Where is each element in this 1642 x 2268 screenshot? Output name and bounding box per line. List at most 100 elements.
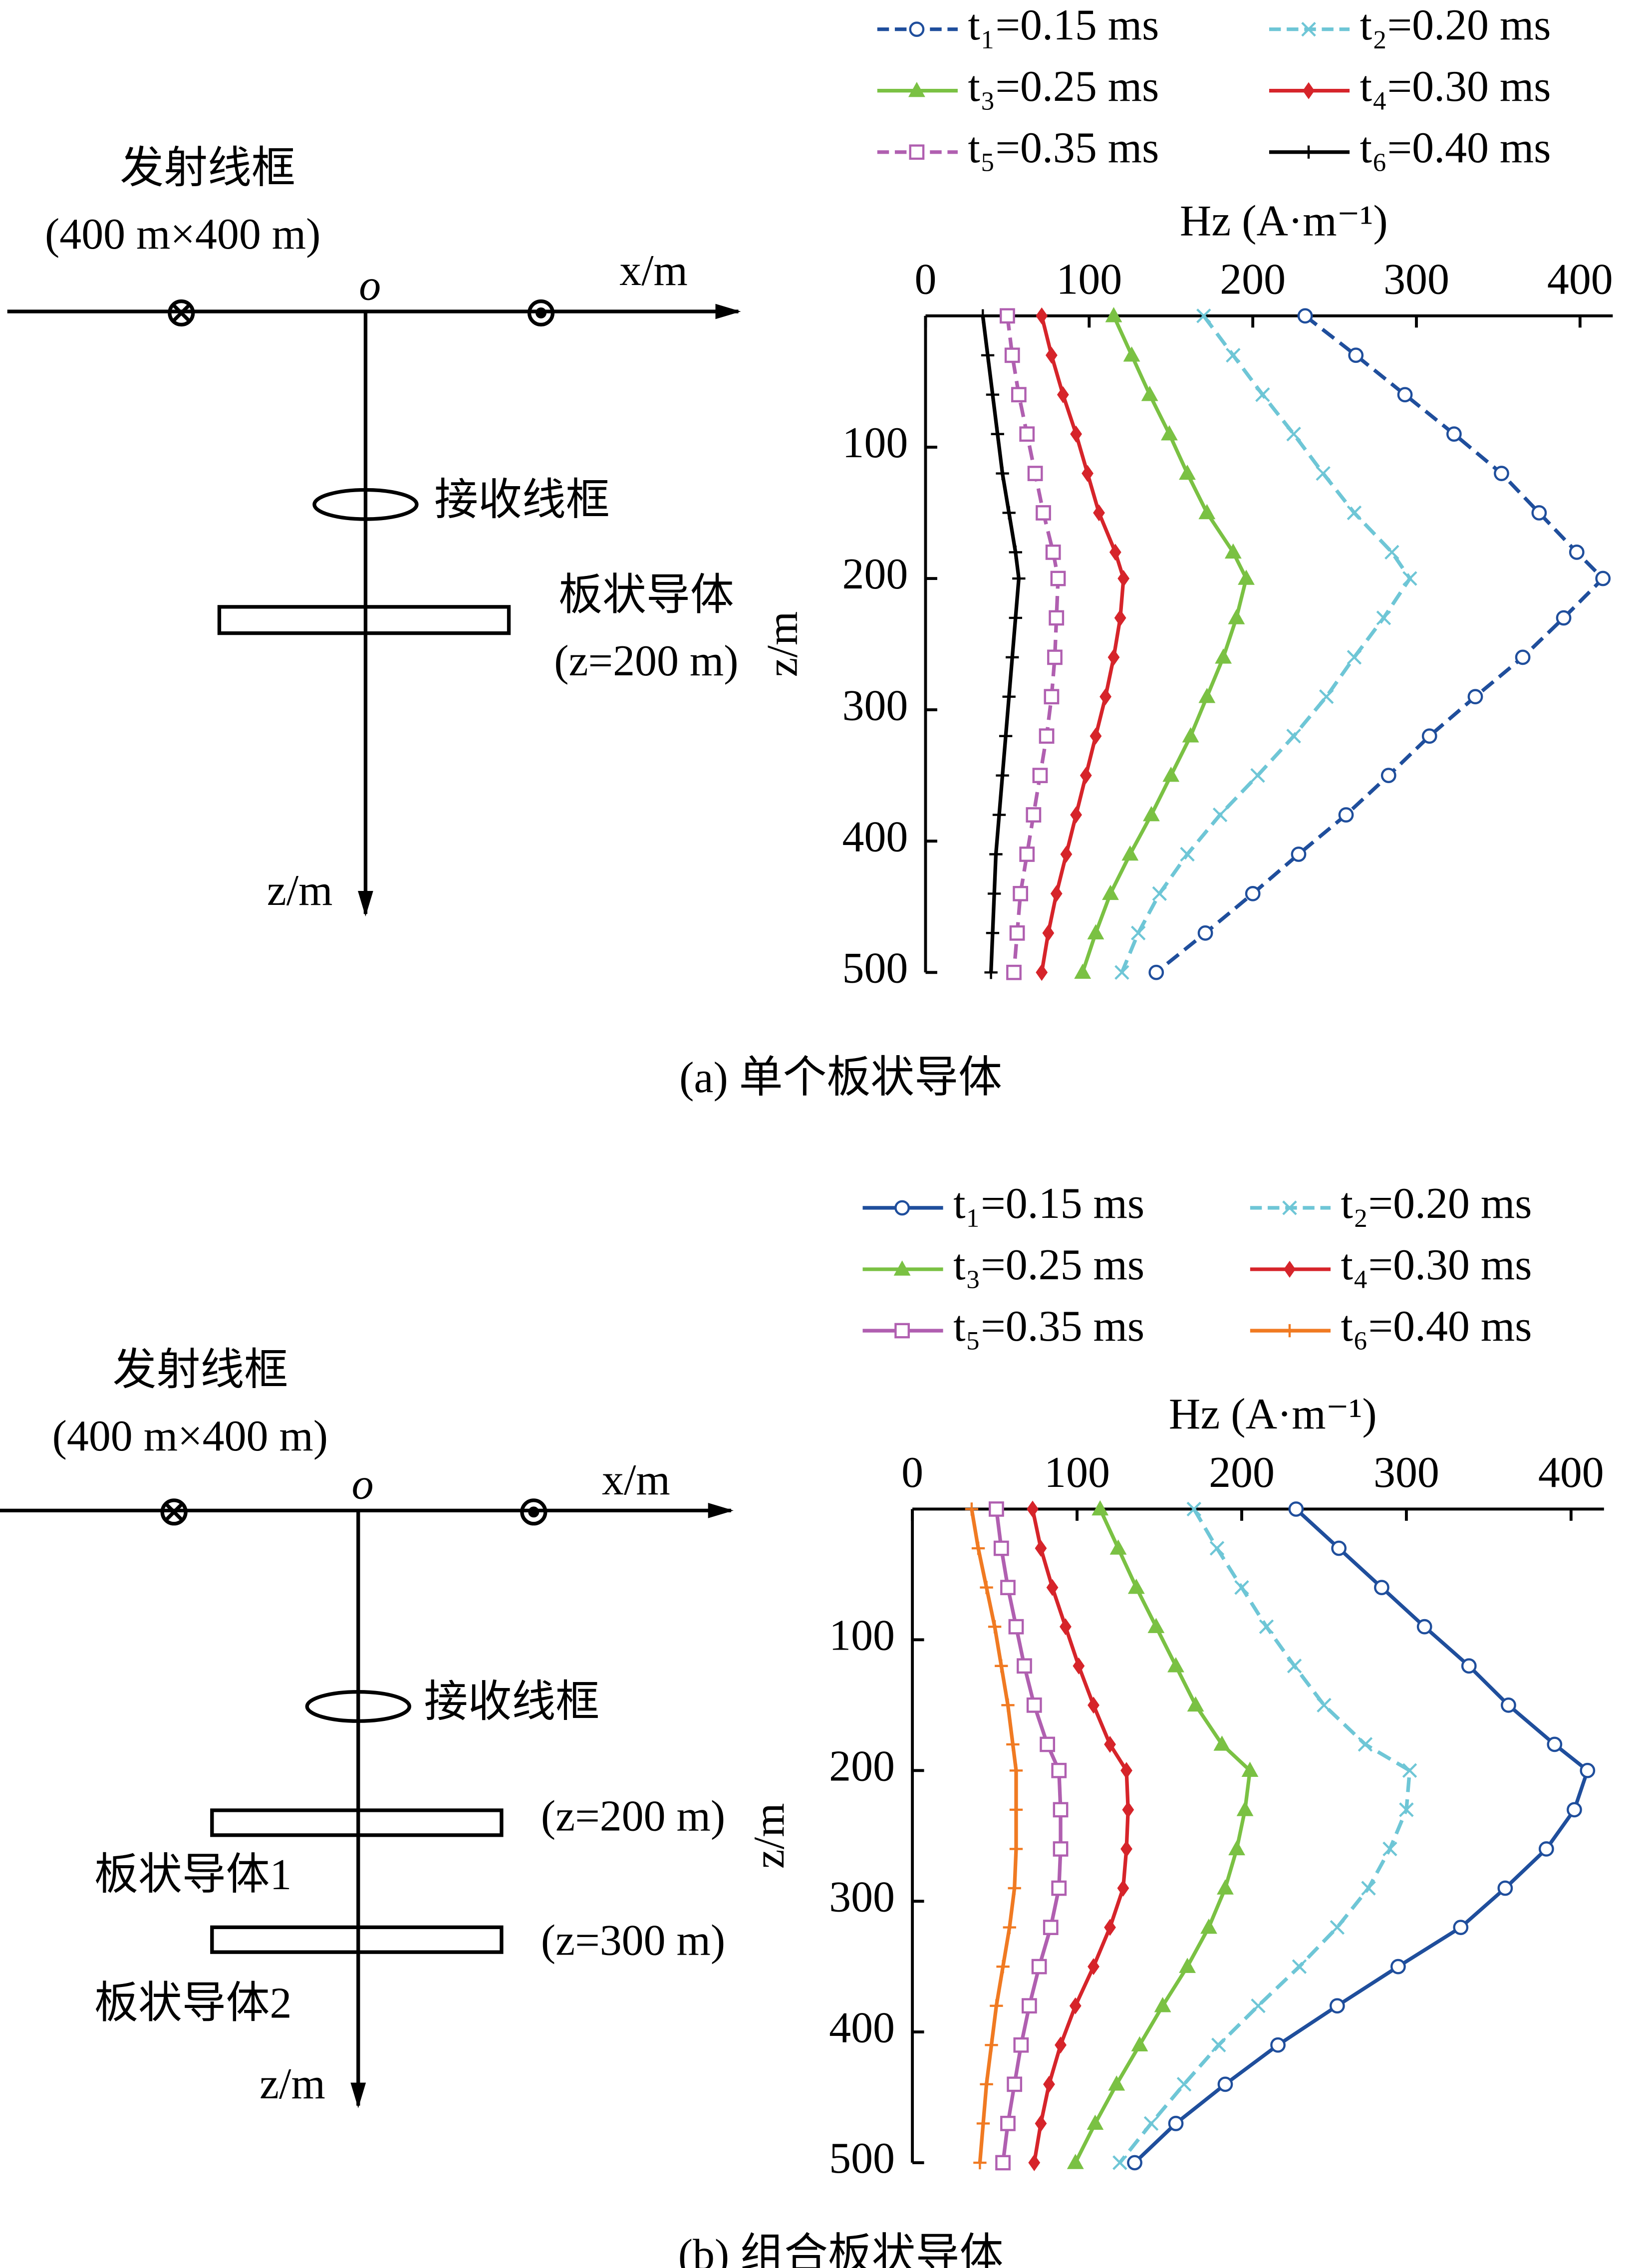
marker [1241, 1761, 1259, 1777]
marker [1002, 690, 1016, 703]
marker [991, 427, 1004, 441]
marker [1287, 1659, 1302, 1674]
marker [971, 1541, 985, 1555]
marker [1067, 2154, 1084, 2169]
marker [1154, 1997, 1171, 2012]
marker [1036, 964, 1048, 981]
x-tick-label: 400 [1538, 1448, 1604, 1497]
y-tick-label: 300 [842, 681, 908, 730]
marker [1580, 1762, 1596, 1778]
marker [1123, 346, 1140, 362]
marker [1069, 1997, 1082, 2014]
label: (z=200 m) [541, 1792, 725, 1841]
marker [1127, 2155, 1142, 2171]
current-out [520, 1498, 547, 1526]
label: 发射线框 [113, 1346, 288, 1395]
marker [1338, 807, 1354, 823]
marker [1092, 1500, 1109, 1516]
marker [1050, 885, 1063, 902]
marker [1142, 806, 1160, 822]
marker [1226, 348, 1241, 363]
marker [1382, 1841, 1397, 1857]
legend-label: t₄=0.30 ms [1341, 1241, 1532, 1289]
marker [1051, 1762, 1067, 1778]
marker [1000, 2116, 1016, 2131]
x-axis-label: Hz (A·m⁻¹) [1169, 1390, 1377, 1438]
marker [1036, 505, 1051, 521]
x-tick-label: 100 [1056, 256, 1122, 304]
marker [1009, 611, 1022, 625]
marker [1043, 1920, 1059, 1935]
marker [1390, 1959, 1406, 1975]
marker [1331, 1540, 1347, 1556]
label: z/m [260, 2060, 325, 2108]
marker [1197, 925, 1213, 941]
marker [1255, 387, 1270, 402]
marker [1127, 1578, 1145, 1594]
marker [1021, 1998, 1037, 2014]
y-tick-label: 200 [829, 1742, 895, 1790]
label: x/m [602, 1456, 670, 1504]
series-line [1133, 1507, 1590, 2164]
marker [1060, 1618, 1072, 1636]
marker [1453, 1920, 1469, 1935]
marker [1007, 2076, 1023, 2092]
y-tick-label: 300 [829, 1873, 895, 1921]
marker [1109, 544, 1121, 561]
marker [1051, 1880, 1067, 1896]
marker [985, 2038, 998, 2052]
marker [1019, 847, 1035, 862]
series-line [970, 1508, 1018, 2163]
marker [1009, 925, 1025, 941]
marker [1211, 2037, 1226, 2053]
marker [1148, 964, 1164, 980]
marker [1121, 845, 1139, 861]
legend-label: t₂=0.20 ms [1360, 1, 1551, 49]
marker [1039, 728, 1055, 744]
marker [1347, 505, 1362, 521]
marker [1074, 963, 1092, 979]
marker [1234, 1580, 1249, 1595]
marker [1108, 2075, 1125, 2091]
marker [1286, 426, 1301, 442]
marker [1209, 1541, 1225, 1556]
marker [1006, 650, 1019, 664]
marker [1501, 1697, 1516, 1713]
marker [1027, 466, 1043, 481]
label: o [359, 261, 381, 309]
y-tick-label: 100 [842, 419, 908, 467]
marker [1026, 807, 1042, 823]
marker [993, 1540, 1009, 1556]
marker [1114, 609, 1126, 626]
marker [1228, 1840, 1245, 1856]
marker [1006, 964, 1022, 980]
marker [996, 769, 1009, 782]
diagram-b: 发射线框 (400 m×400 m) o x/m 接收线框 (z=200 m) … [0, 1346, 734, 2108]
legend-label: t₆=0.40 ms [1341, 1302, 1532, 1351]
marker [908, 81, 925, 97]
marker [987, 887, 1001, 900]
marker [1099, 688, 1112, 705]
marker [986, 388, 1000, 401]
x-tick-label: 0 [915, 256, 937, 304]
y-tick-label: 400 [842, 813, 908, 861]
marker [1302, 145, 1316, 159]
marker [1228, 609, 1245, 624]
marker [1009, 1764, 1023, 1777]
marker [1200, 1918, 1217, 1934]
marker [1044, 689, 1060, 705]
marker [1187, 1696, 1204, 1712]
marker [1319, 689, 1334, 704]
marker [1152, 886, 1167, 901]
label: 接收线框 [434, 476, 610, 525]
y-tick-label: 500 [842, 944, 908, 992]
marker [1050, 570, 1066, 586]
marker [1217, 2076, 1233, 2092]
marker [986, 926, 1000, 940]
y-tick-label: 400 [829, 2003, 895, 2052]
marker [1376, 610, 1391, 625]
marker [989, 848, 1003, 861]
marker [909, 144, 925, 160]
marker [1217, 1879, 1234, 1895]
marker [1104, 1919, 1116, 1936]
